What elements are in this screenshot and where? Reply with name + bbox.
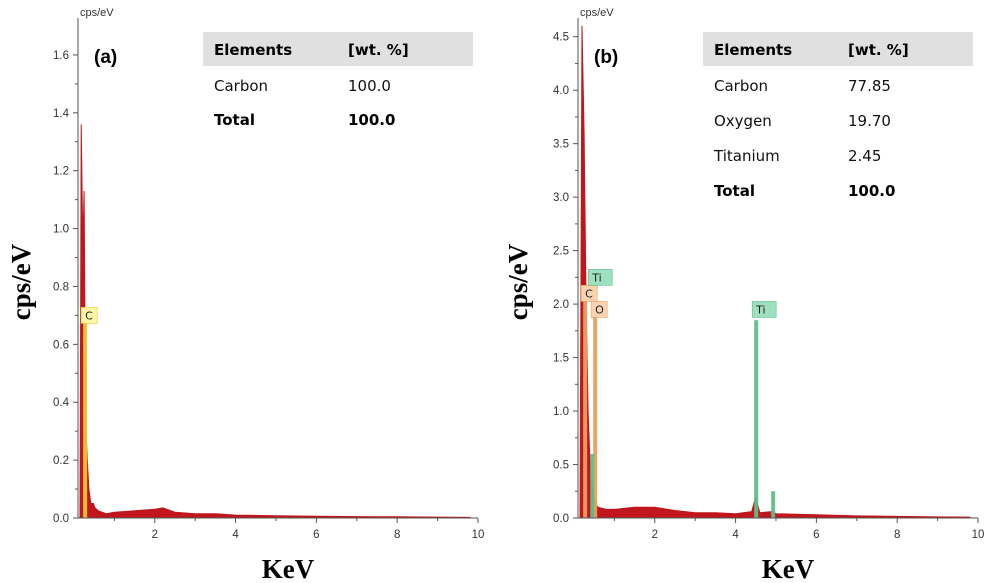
peak-line-c-0	[83, 318, 88, 518]
peak-label-c: C	[85, 309, 93, 322]
y-tick-label: 0.0	[553, 513, 569, 525]
y-axis-title: cps/eV	[503, 243, 533, 320]
table-total-value: 100.0	[348, 111, 395, 129]
y-tick-label: 0.8	[53, 281, 69, 293]
peak-label-ti: Ti	[755, 303, 765, 316]
y-tick-label: 1.5	[553, 353, 569, 365]
y-tick-label: 1.0	[53, 224, 69, 236]
x-tick-label: 8	[894, 529, 900, 541]
x-tick-label: 4	[232, 529, 239, 541]
peak-label-c: C	[585, 287, 593, 300]
table-cell-value: 2.45	[848, 147, 881, 165]
table-total-value: 100.0	[848, 182, 895, 200]
table-cell-value: 19.70	[848, 112, 891, 130]
spectrum-panel-b: CO Ti Ti 0.0 0.5 1.0 1.5 2.0 2.5 3.0 3.5 4.0 4.5 2 4 6 8…	[503, 7, 984, 583]
y-tick-label: 4.0	[553, 85, 569, 97]
peak-line-c-0	[583, 298, 588, 518]
y-tick-label: 0.6	[53, 339, 69, 351]
peak-label-box-c	[80, 307, 98, 324]
x-axis-title: KeV	[262, 554, 315, 583]
y-tick-label: 1.4	[53, 108, 70, 120]
spectrum-area	[79, 124, 471, 519]
unit-label: cps/eV	[580, 7, 614, 19]
table-cell-element: Oxygen	[714, 112, 772, 130]
table-header-bg	[703, 32, 973, 66]
y-axis-title: cps/eV	[6, 243, 36, 320]
peak-label-ti: Ti	[591, 271, 601, 284]
y-tick-label: 1.0	[553, 406, 569, 418]
composition-table: Elements [wt. %] Carbon 100.0 Total 100.0	[203, 32, 473, 129]
x-tick-label: 10	[972, 529, 985, 541]
y-tick-label: 3.5	[553, 139, 569, 151]
table-header-bg	[203, 32, 473, 66]
x-tick-label: 4	[732, 529, 739, 541]
peak-label-box-ti	[751, 301, 777, 318]
y-tick-label: 2.0	[553, 299, 569, 311]
x-axis-title: KeV	[762, 554, 815, 583]
table-cell-element: Carbon	[214, 77, 268, 95]
x-tick-label: 10	[472, 529, 485, 541]
composition-table: Elements [wt. %] Carbon 77.85 Oxygen 19.70 Tit…	[703, 32, 973, 200]
table-header-elements: Elements	[714, 41, 792, 59]
table-header-wt: [wt. %]	[348, 41, 409, 59]
table-cell-element: Carbon	[714, 77, 768, 95]
peak-line-ti-kb-4	[771, 491, 776, 518]
table-total-label: Total	[214, 111, 255, 129]
x-tick-label: 2	[152, 529, 158, 541]
peak-line-o-1	[593, 314, 598, 518]
y-tick-label: 2.5	[553, 246, 569, 258]
peak-line-ti-3	[754, 320, 759, 518]
table-cell-value: 100.0	[348, 77, 391, 95]
spectrum-panel-a: C 0.0 0.2 0.4 0.6 0.8 1.0 1.2 1.4 1.6 2 4 6 8 10 cps/eV…	[6, 7, 484, 583]
y-tick-label: 1.6	[53, 50, 69, 62]
peak-label-box-ti	[587, 269, 613, 286]
y-tick-label: 0.4	[53, 397, 70, 409]
spectrum-area	[579, 25, 971, 519]
panel-label: (b)	[594, 47, 618, 68]
panel-label: (a)	[94, 47, 117, 68]
y-tick-label: 4.5	[553, 32, 569, 44]
peak-line-ti-2	[590, 453, 595, 518]
y-tick-label: 0.2	[53, 455, 69, 467]
peak-label-box-o	[590, 301, 608, 318]
y-tick-label: 3.0	[553, 192, 569, 204]
x-tick-label: 6	[313, 529, 319, 541]
table-cell-element: Titanium	[713, 147, 780, 165]
unit-label: cps/eV	[80, 7, 114, 19]
table-header-elements: Elements	[214, 41, 292, 59]
y-tick-label: 0.0	[53, 513, 69, 525]
table-header-wt: [wt. %]	[848, 41, 909, 59]
x-tick-label: 6	[813, 529, 819, 541]
y-tick-label: 1.2	[53, 166, 69, 178]
x-tick-label: 8	[394, 529, 400, 541]
table-cell-value: 77.85	[848, 77, 891, 95]
y-tick-label: 0.5	[553, 460, 569, 472]
peak-label-o: O	[595, 303, 604, 316]
table-total-label: Total	[714, 182, 755, 200]
x-tick-label: 2	[652, 529, 658, 541]
